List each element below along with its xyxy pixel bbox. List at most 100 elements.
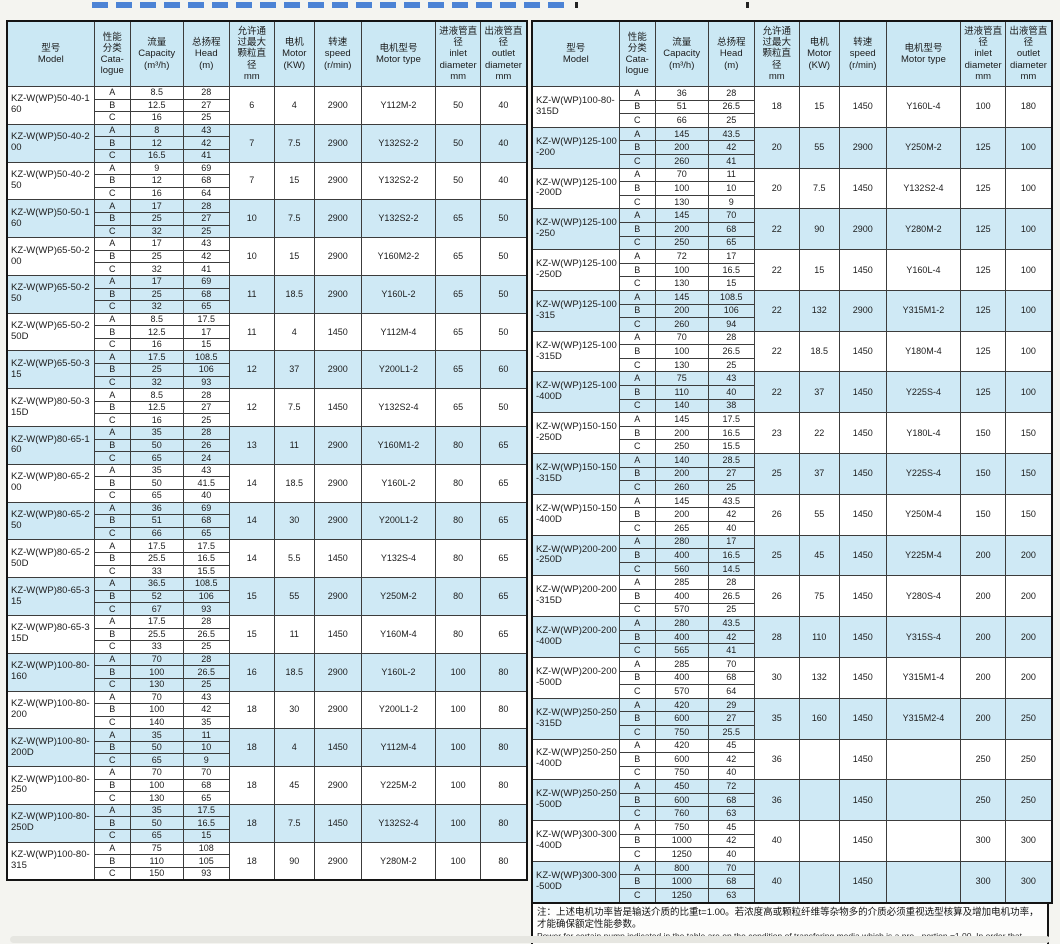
outlet-diameter-cell: 150 <box>1004 412 1053 455</box>
catalogue-cell: A <box>93 199 131 213</box>
head-cell: 105 <box>182 854 231 868</box>
catalogue-cell: B <box>93 211 131 226</box>
catalogue-cell: B <box>93 98 131 113</box>
catalogue-cell: A <box>93 652 131 667</box>
motor-type-cell <box>885 860 962 904</box>
table-row: KZ-W(WP)200-200-250D A 280 17 25 45 1450 Y225M-… <box>531 534 1053 577</box>
head-cell: 65 <box>707 235 756 251</box>
tables-container: 型号 Model 性能 分类 Cata- logue 流量 Capacity (m³… <box>6 20 1053 944</box>
head-cell: 40 <box>707 765 756 781</box>
motor-type-cell: Y112M-4 <box>360 728 437 768</box>
capacity-cell: 16 <box>129 186 184 201</box>
table-row: KZ-W(WP)150-150-250D A 145 17.5 23 22 1450 Y180… <box>531 412 1053 455</box>
head-cell: 26.5 <box>182 627 231 642</box>
outlet-diameter-cell: 65 <box>479 501 528 541</box>
speed-cell: 1450 <box>838 820 887 862</box>
inlet-diameter-cell: 150 <box>960 453 1006 495</box>
inlet-diameter-cell: 300 <box>960 860 1006 904</box>
catalogue-cell: A <box>618 697 656 713</box>
model-cell: KZ-W(WP)150-150-400D <box>531 493 620 536</box>
capacity-cell: 145 <box>654 289 709 305</box>
model-cell: KZ-W(WP)80-65-200 <box>6 463 95 503</box>
column-header: 电机 Motor (KW) <box>798 20 840 87</box>
catalogue-cell: A <box>618 534 656 550</box>
catalogue-cell: B <box>93 249 131 264</box>
head-cell: 35 <box>182 715 231 730</box>
head-cell: 63 <box>707 806 756 822</box>
particle-size-cell: 18 <box>229 803 275 843</box>
table-row: B 100 26.5 <box>7 665 527 679</box>
inlet-diameter-cell: 125 <box>960 249 1006 291</box>
head-cell: 93 <box>182 375 231 390</box>
capacity-cell: 16.5 <box>129 148 184 163</box>
speed-cell: 2900 <box>313 350 362 390</box>
head-cell: 43 <box>182 463 231 478</box>
table-row: B 50 41.5 <box>7 476 527 490</box>
speed-cell: 1450 <box>313 614 362 654</box>
outlet-diameter-cell: 100 <box>1004 371 1053 414</box>
table-row: KZ-W(WP)125-100-315D A 70 28 22 18.5 1450 Y180M… <box>531 330 1053 373</box>
head-cell: 93 <box>182 602 231 616</box>
speed-cell: 1450 <box>838 738 887 781</box>
table-row: C 33 25 <box>7 640 527 654</box>
capacity-cell: 280 <box>654 534 709 550</box>
bottom-strip <box>10 936 1050 943</box>
head-cell: 65 <box>182 791 231 805</box>
capacity-cell: 12.5 <box>129 325 184 339</box>
head-cell: 42 <box>707 752 756 767</box>
particle-size-cell: 7 <box>229 161 275 201</box>
motor-kw-cell: 90 <box>273 841 315 881</box>
particle-size-cell: 22 <box>754 249 800 291</box>
motor-kw-cell: 37 <box>273 350 315 390</box>
table-row: KZ-W(WP)100-80-250 A 70 70 18 45 2900 Y225M-2 10… <box>6 766 528 805</box>
outlet-diameter-cell: 80 <box>479 652 528 692</box>
capacity-cell: 110 <box>654 385 709 400</box>
catalogue-cell: A <box>618 860 656 876</box>
capacity-cell: 200 <box>654 466 709 482</box>
outlet-diameter-cell: 200 <box>1004 616 1053 658</box>
motor-type-cell: Y250M-4 <box>885 493 962 536</box>
table-row: KZ-W(WP)100-80-200D A 35 11 18 4 1450 Y112M-4 10… <box>6 728 528 768</box>
capacity-cell: 285 <box>654 656 709 672</box>
particle-size-cell: 30 <box>754 656 800 699</box>
head-cell: 16.5 <box>707 262 756 278</box>
speed-cell: 2900 <box>313 766 362 805</box>
model-cell: KZ-W(WP)100-80-315 <box>6 841 95 881</box>
catalogue-cell: C <box>618 480 656 495</box>
outlet-diameter-cell: 65 <box>479 426 528 465</box>
table-row: KZ-W(WP)125-100-315 A 145 108.5 22 132 2900 Y31… <box>531 289 1053 332</box>
motor-type-cell: Y315M2-4 <box>885 697 962 740</box>
catalogue-cell: A <box>93 577 131 591</box>
table-row: C 260 94 <box>532 317 1052 332</box>
capacity-cell: 35 <box>129 728 184 742</box>
head-cell: 70 <box>707 656 756 672</box>
outlet-diameter-cell: 200 <box>1004 656 1053 699</box>
head-cell: 41 <box>707 153 756 169</box>
particle-size-cell: 12 <box>229 388 275 428</box>
head-cell: 64 <box>182 186 231 201</box>
motor-kw-cell: 110 <box>798 616 840 658</box>
model-cell: KZ-W(WP)125-100-200 <box>531 126 620 169</box>
catalogue-cell: C <box>93 866 131 881</box>
particle-size-cell: 11 <box>229 312 275 352</box>
inlet-diameter-cell: 65 <box>435 237 481 276</box>
table-row: B 600 42 <box>532 752 1052 767</box>
head-cell: 26.5 <box>707 588 756 604</box>
model-cell: KZ-W(WP)150-150-250D <box>531 412 620 455</box>
column-header: 转速 speed (r/min) <box>838 20 887 87</box>
outlet-diameter-cell: 180 <box>1004 86 1053 128</box>
outlet-diameter-cell: 60 <box>479 350 528 390</box>
motor-kw-cell: 5.5 <box>273 539 315 579</box>
table-row: C 140 35 <box>7 715 527 730</box>
head-cell: 70 <box>707 860 756 876</box>
model-cell: KZ-W(WP)100-80-200 <box>6 690 95 730</box>
capacity-cell: 280 <box>654 616 709 631</box>
speed-cell: 2900 <box>838 126 887 169</box>
particle-size-cell: 25 <box>754 453 800 495</box>
capacity-cell: 50 <box>129 476 184 490</box>
model-cell: KZ-W(WP)125-100-315D <box>531 330 620 373</box>
inlet-diameter-cell: 125 <box>960 289 1006 332</box>
outlet-diameter-cell: 80 <box>479 766 528 805</box>
capacity-cell: 200 <box>654 303 709 319</box>
catalogue-cell: B <box>618 711 656 726</box>
